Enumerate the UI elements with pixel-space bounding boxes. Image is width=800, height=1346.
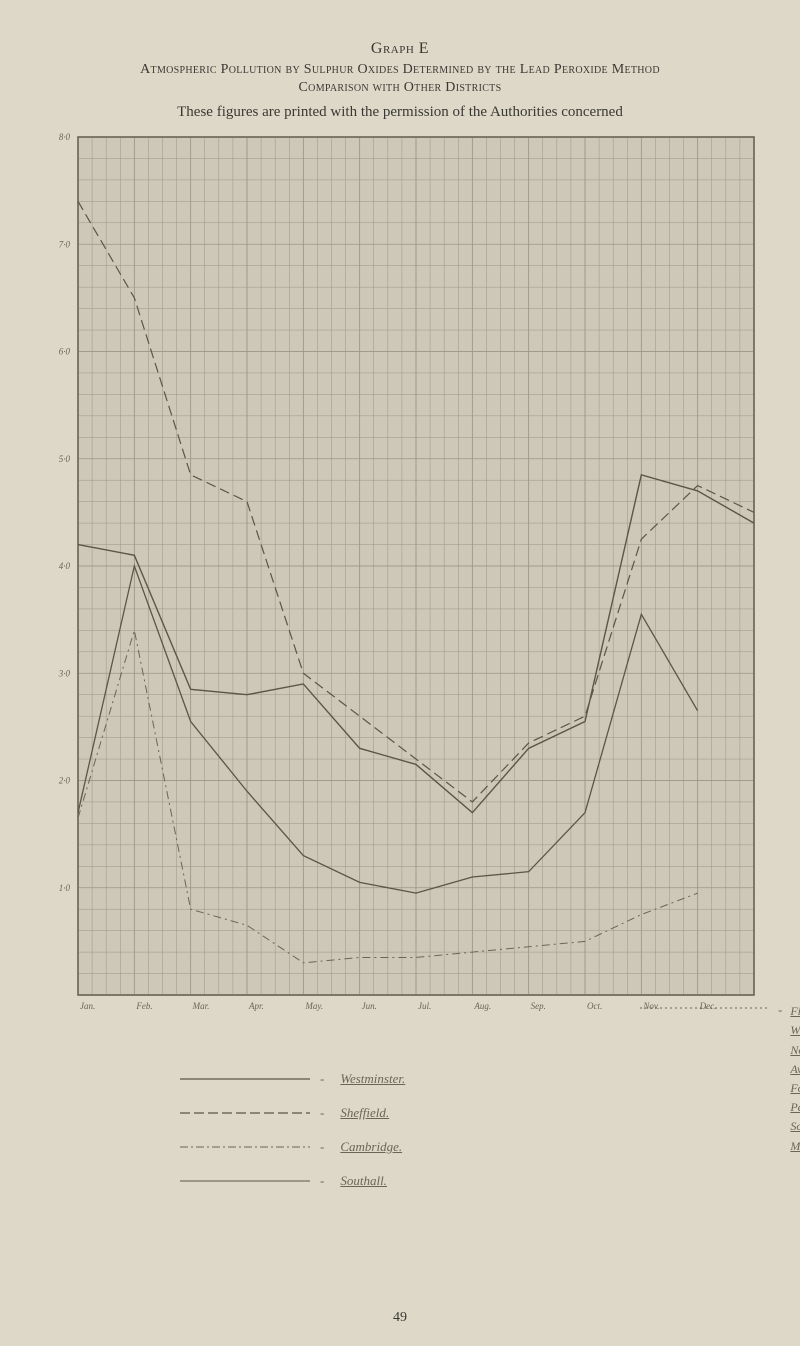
svg-text:Apr.: Apr.	[248, 1001, 264, 1011]
graph-title: Graph E	[40, 40, 760, 58]
svg-text:May.: May.	[304, 1001, 323, 1011]
legend-label: Cambridge.	[340, 1139, 402, 1155]
svg-text:8·0: 8·0	[59, 132, 71, 142]
svg-text:3·0: 3·0	[58, 668, 71, 678]
legend-label: Southall.	[340, 1173, 387, 1189]
legend-label: Westminster.	[340, 1071, 405, 1087]
svg-text:Oct.: Oct.	[587, 1001, 602, 1011]
graph-subtitle-1: Atmospheric Pollution by Sulphur Oxides …	[40, 62, 760, 78]
svg-text:4·0: 4·0	[59, 561, 71, 571]
legend-dash: -	[320, 1071, 324, 1087]
legend-dash: -	[320, 1105, 324, 1121]
line-chart: 1·0 2·0 3·0 4·0 5·0 6·0 7·0 8·0 Jan. Feb. Mar. Apr.…	[40, 131, 760, 1021]
graph-subtitle-2: Comparison with Other Districts	[40, 80, 760, 96]
svg-text:Aug.: Aug.	[473, 1001, 491, 1011]
legend-line-dash-dot	[180, 1141, 310, 1153]
svg-text:Jun.: Jun.	[362, 1001, 377, 1011]
legend-label: Sheffield.	[340, 1105, 389, 1121]
svg-text:5·0: 5·0	[59, 454, 71, 464]
svg-text:7·0: 7·0	[59, 239, 71, 249]
permission-note: These figures are printed with the permi…	[40, 104, 760, 121]
svg-text:Jul.: Jul.	[418, 1001, 431, 1011]
chart-container: 1·0 2·0 3·0 4·0 5·0 6·0 7·0 8·0 Jan. Feb. Mar. Apr.…	[40, 131, 760, 1021]
legend-note-line2: For The Period So Marked.	[790, 1079, 800, 1156]
legend-item-southall: - Southall.	[180, 1173, 760, 1189]
legend-dash: -	[320, 1173, 324, 1189]
legend-dash: -	[320, 1139, 324, 1155]
svg-text:2·0: 2·0	[59, 776, 71, 786]
page-number: 49	[393, 1310, 407, 1326]
legend: - Westminster. - Figures Where Not Avail…	[180, 1071, 760, 1189]
legend-line-dash-heavy	[180, 1107, 310, 1119]
svg-text:1·0: 1·0	[59, 883, 71, 893]
svg-text:Mar.: Mar.	[192, 1001, 210, 1011]
legend-line-solid	[180, 1073, 310, 1085]
legend-item-westminster: - Westminster. - Figures Where Not Avail…	[180, 1071, 760, 1087]
svg-text:Jan.: Jan.	[80, 1001, 95, 1011]
legend-dash: -	[778, 1002, 782, 1018]
legend-note-line1: Figures Where Not Available	[790, 1002, 800, 1079]
legend-note: - Figures Where Not Available For The Pe…	[640, 1002, 800, 1156]
legend-line-solid-thin	[180, 1175, 310, 1187]
svg-text:Sep.: Sep.	[531, 1001, 546, 1011]
legend-line-dotted	[640, 1002, 770, 1014]
svg-text:6·0: 6·0	[59, 347, 71, 357]
svg-text:Feb.: Feb.	[135, 1001, 152, 1011]
